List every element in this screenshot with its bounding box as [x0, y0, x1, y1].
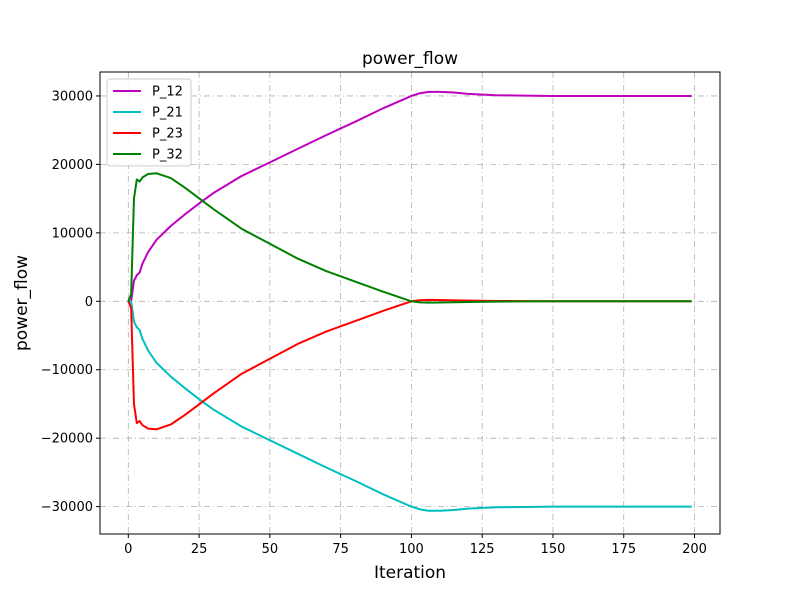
x-tick-label: 0: [124, 542, 132, 557]
y-axis-ticks: −30000 −20000 −10000 0 10000 20000 30000: [41, 89, 100, 515]
x-tick-label: 125: [470, 542, 495, 557]
y-tick-label: 20000: [52, 158, 93, 173]
plot-lines: [127, 90, 692, 512]
y-axis-label: power_flow: [12, 255, 32, 351]
legend: P_12 P_21 P_23 P_32: [106, 78, 192, 167]
x-axis-label: Iteration: [374, 563, 446, 583]
legend-label: P_21: [152, 106, 183, 121]
legend-box: [106, 78, 192, 167]
x-tick-label: 100: [399, 542, 424, 557]
y-tick-label: −10000: [41, 363, 93, 378]
x-axis-ticks: 0 25 50 75 100 125 150 175 200: [124, 534, 707, 557]
legend-label: P_32: [152, 148, 183, 163]
x-tick-label: 50: [262, 542, 279, 557]
y-tick-label: −30000: [41, 500, 93, 515]
x-tick-label: 75: [332, 542, 349, 557]
series-line-p-32: [127, 172, 692, 304]
x-tick-label: 200: [682, 542, 707, 557]
y-tick-label: 10000: [52, 226, 93, 241]
series-line-p-23: [127, 298, 692, 431]
plot-frame: [99, 71, 721, 535]
x-tick-label: 175: [611, 542, 636, 557]
series-line-p-21: [128, 300, 692, 512]
chart-title: power_flow: [362, 49, 458, 69]
legend-label: P_23: [152, 127, 183, 142]
y-tick-label: 0: [85, 295, 93, 310]
y-tick-label: 30000: [52, 89, 93, 104]
legend-label: P_12: [152, 85, 183, 100]
y-tick-label: −20000: [41, 432, 93, 447]
x-tick-label: 150: [541, 542, 566, 557]
series-line-p-12: [128, 90, 692, 303]
x-tick-label: 25: [191, 542, 208, 557]
